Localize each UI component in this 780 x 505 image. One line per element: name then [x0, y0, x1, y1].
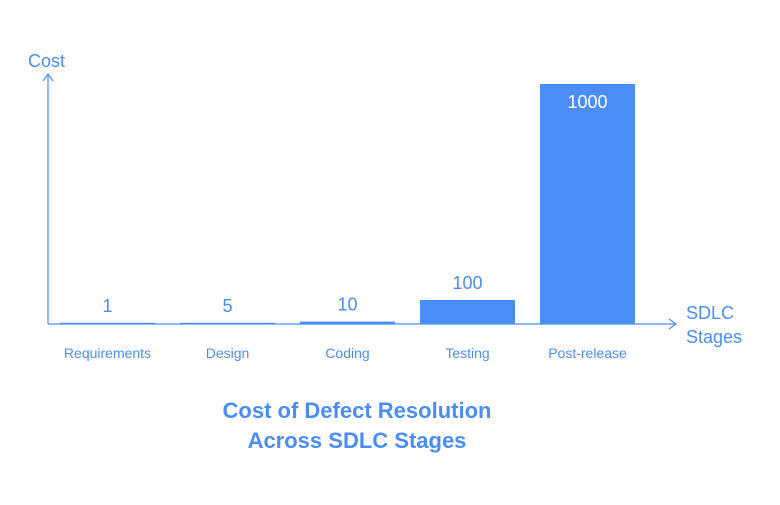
x-axis-arrow-icon [668, 318, 678, 330]
x-tick-label: Testing [445, 345, 489, 361]
y-axis-label: Cost [28, 51, 65, 71]
bars: 1 5 10 100 1000 [60, 84, 635, 324]
x-tick-label: Requirements [64, 345, 151, 361]
x-axis: SDLC Stages [48, 303, 742, 347]
chart-title: Cost of Defect Resolution Across SDLC St… [223, 398, 492, 453]
x-tick-label: Coding [325, 345, 369, 361]
chart-title-line-1: Cost of Defect Resolution [223, 398, 492, 423]
tick-labels: Requirements Design Coding Testing Post-rele… [64, 345, 627, 361]
data-label: 5 [222, 296, 232, 316]
y-axis-arrow-icon [42, 72, 54, 82]
x-axis-label-line-1: SDLC [686, 303, 734, 323]
data-label: 1000 [567, 92, 607, 112]
bar-testing [420, 300, 515, 324]
bar-design [180, 322, 275, 324]
bar-post-release [540, 84, 635, 324]
x-tick-label: Design [206, 345, 250, 361]
data-label: 1 [102, 296, 112, 316]
chart-title-line-2: Across SDLC Stages [248, 428, 467, 453]
x-axis-label-line-2: Stages [686, 327, 742, 347]
bar-requirements [60, 322, 155, 324]
x-tick-label: Post-release [548, 345, 627, 361]
data-label: 10 [337, 295, 357, 315]
bar-coding [300, 321, 395, 324]
y-axis: Cost [28, 51, 65, 324]
data-label: 100 [452, 273, 482, 293]
